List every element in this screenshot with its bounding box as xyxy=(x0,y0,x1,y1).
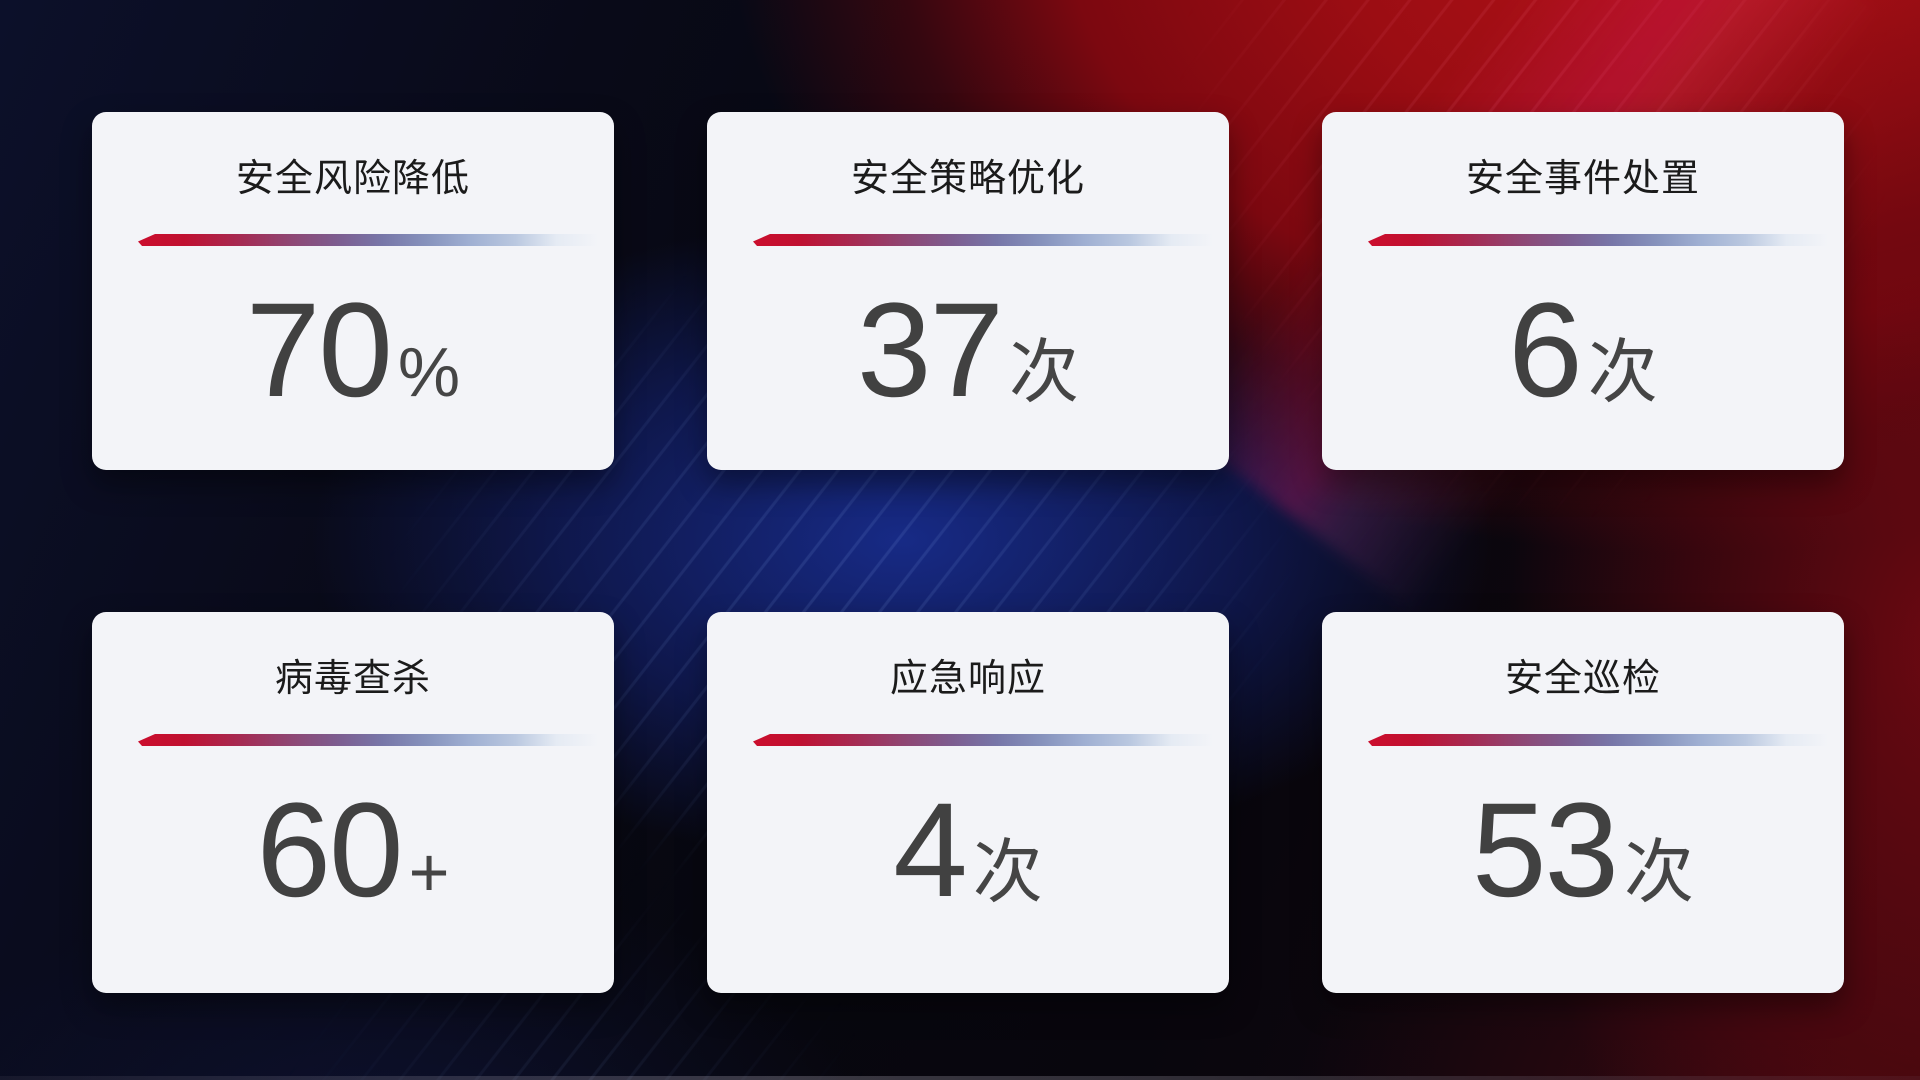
value-unit: 次 xyxy=(972,833,1043,911)
card-title: 病毒查杀 xyxy=(274,658,431,700)
value-number: 70 xyxy=(245,276,393,425)
stat-card-virus-scan: 病毒查杀 60 + xyxy=(92,612,614,993)
value-unit: 次 xyxy=(1587,333,1658,411)
value-number: 60 xyxy=(256,776,404,925)
value-unit: 次 xyxy=(1009,333,1080,411)
card-value: 37 次 xyxy=(707,284,1229,441)
value-number: 53 xyxy=(1471,776,1619,925)
card-value: 70% xyxy=(92,284,614,441)
stat-card-policy-optimization: 安全策略优化 37 次 xyxy=(707,112,1229,470)
value-unit: + xyxy=(408,833,450,911)
card-value: 53 次 xyxy=(1322,784,1844,941)
value-number: 4 xyxy=(893,776,968,925)
bottom-edge-strip xyxy=(0,1076,1920,1080)
gradient-divider xyxy=(1368,234,1828,246)
card-title: 安全巡检 xyxy=(1504,658,1661,700)
value-unit: % xyxy=(397,333,461,411)
value-unit: 次 xyxy=(1624,833,1695,911)
value-number: 6 xyxy=(1508,276,1583,425)
gradient-divider xyxy=(753,734,1213,746)
card-title: 安全策略优化 xyxy=(850,158,1085,200)
gradient-divider xyxy=(138,734,598,746)
card-title: 安全事件处置 xyxy=(1465,158,1700,200)
gradient-divider xyxy=(1368,734,1828,746)
stat-card-risk-reduction: 安全风险降低 70% xyxy=(92,112,614,470)
gradient-divider xyxy=(138,234,598,246)
card-title: 应急响应 xyxy=(889,658,1046,700)
card-title: 安全风险降低 xyxy=(235,158,470,200)
stat-card-security-inspection: 安全巡检 53 次 xyxy=(1322,612,1844,993)
card-value: 60 + xyxy=(92,784,614,941)
gradient-divider xyxy=(753,234,1213,246)
value-number: 37 xyxy=(856,276,1004,425)
